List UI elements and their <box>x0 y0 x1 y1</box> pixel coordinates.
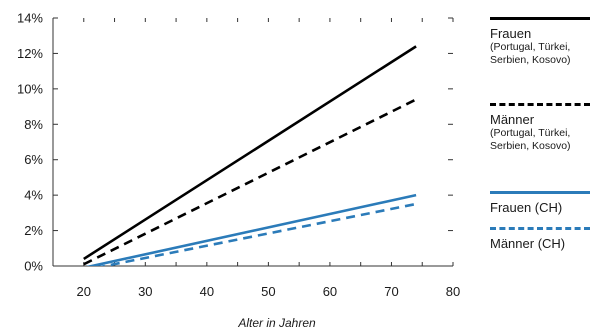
y-tick-label: 4% <box>24 188 43 203</box>
legend-item-frauen-ch: Frauen (CH) <box>490 191 590 215</box>
y-tick-label: 2% <box>24 223 43 238</box>
series-line-2 <box>85 193 417 266</box>
legend-item-maenner-migrant: Männer (Portugal, Türkei, Serbien, Kosov… <box>490 103 590 153</box>
legend-label: Frauen (CH) <box>490 200 563 215</box>
x-tick-label: 50 <box>261 284 275 299</box>
legend-label: Männer <box>490 112 535 127</box>
legend-note: (Portugal, Türkei, Serbien, Kosovo) <box>490 41 571 66</box>
line-chart: 0% 2% 4% 6% 8% 10% 12% 14% 20 30 40 50 60 70 80 Alter i… <box>17 11 460 331</box>
x-tick-label: 20 <box>77 284 91 299</box>
legend-label: Frauen <box>490 26 532 41</box>
y-tick-label: 10% <box>17 81 43 96</box>
legend-item-frauen-migrant: Frauen (Portugal, Türkei, Serbien, Kosov… <box>490 17 590 67</box>
series-line-0 <box>83 45 417 261</box>
legend-swatch <box>490 103 590 106</box>
legend-note: (Portugal, Türkei, Serbien, Kosovo) <box>490 127 571 152</box>
y-tick-label: 8% <box>24 117 43 132</box>
x-axis-title: Alter in Jahren <box>237 316 316 330</box>
x-tick-label: 40 <box>200 284 214 299</box>
y-tick-label: 12% <box>17 46 43 61</box>
y-tick-label: 6% <box>24 152 43 167</box>
legend-label: Männer (CH) <box>490 236 566 251</box>
x-tick-label: 70 <box>384 284 398 299</box>
series-line-3 <box>98 202 417 266</box>
legend-swatch <box>490 227 590 230</box>
x-tick-label: 30 <box>138 284 152 299</box>
legend-swatch <box>490 17 590 20</box>
x-tick-label: 60 <box>323 284 337 299</box>
x-tick-label: 80 <box>446 284 460 299</box>
legend-item-maenner-ch: Männer (CH) <box>490 227 590 251</box>
y-tick-label: 0% <box>24 259 43 274</box>
y-tick-label: 14% <box>17 11 43 26</box>
legend-swatch <box>490 191 590 194</box>
series-line-1 <box>83 98 417 266</box>
